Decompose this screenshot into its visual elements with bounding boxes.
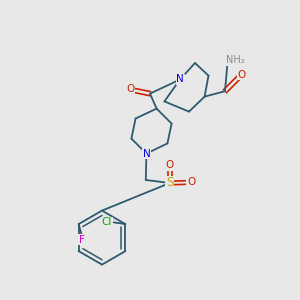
Text: O: O — [237, 70, 246, 80]
Text: N: N — [142, 148, 150, 159]
Text: NH₂: NH₂ — [226, 55, 245, 65]
Text: O: O — [166, 160, 174, 170]
Text: O: O — [126, 84, 135, 94]
Text: O: O — [187, 177, 195, 188]
Text: S: S — [166, 176, 173, 190]
Text: N: N — [176, 74, 184, 85]
Text: F: F — [79, 235, 85, 245]
Text: Cl: Cl — [102, 217, 112, 227]
